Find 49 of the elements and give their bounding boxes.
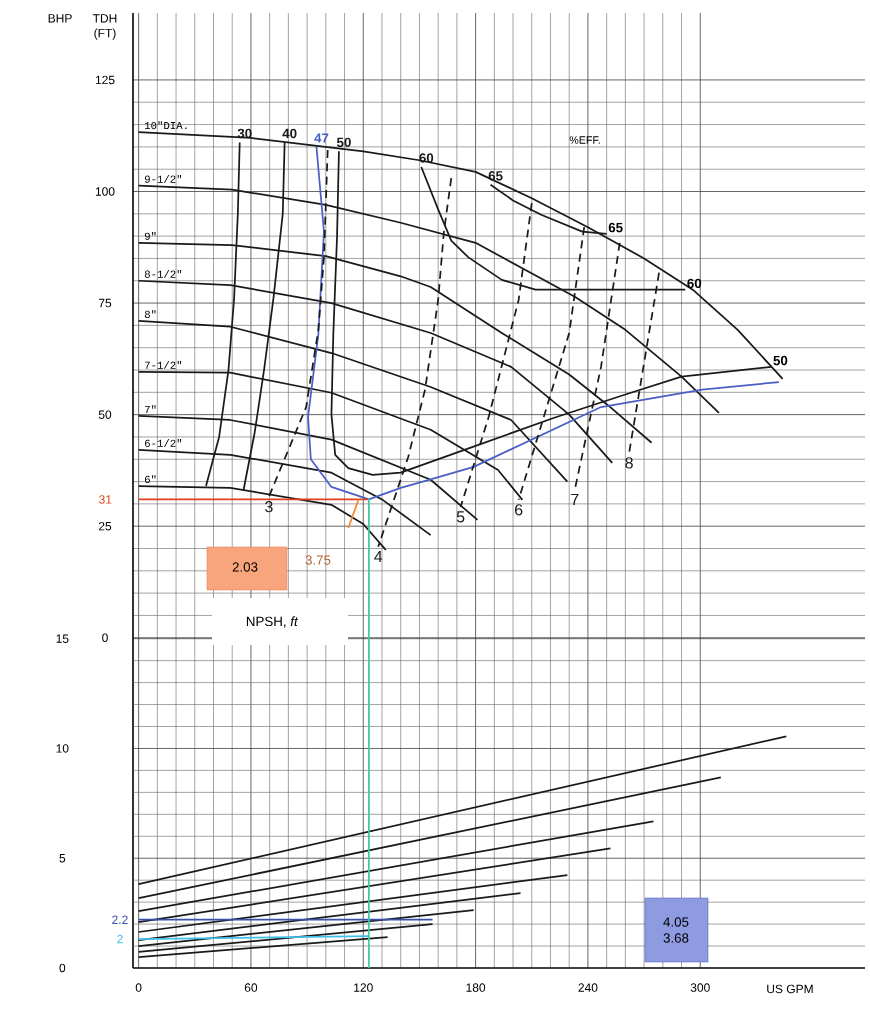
y2-tick-label: 10 [56, 744, 69, 753]
x-tick-label: 180 [466, 983, 486, 992]
series-label: 7 [571, 493, 579, 505]
series-label: 8" [144, 310, 156, 318]
x-tick-label: 300 [690, 983, 710, 992]
y-tick-label: 125 [95, 75, 115, 85]
y2-tick-label: 15 [56, 634, 69, 643]
series-label: 10"DIA. [144, 121, 187, 130]
series-label: 6-1/2" [145, 439, 182, 447]
annotation: 3.75 [305, 555, 331, 565]
annotation: 65 [608, 222, 623, 233]
series-label: 8 [625, 457, 633, 469]
annotation: NPSH, ft [246, 616, 299, 628]
annotation: 3.68 [663, 933, 689, 943]
series-label: 40 [282, 128, 297, 139]
y-tick-label: 0 [102, 633, 108, 643]
series-label: 7-1/2" [145, 361, 182, 369]
series-label: 8-1/2" [144, 269, 182, 278]
y-tick-label: 25 [98, 521, 112, 531]
series-label: 2 [117, 934, 123, 944]
series-label: 2.2 [112, 915, 128, 924]
series-label: 6" [145, 475, 156, 484]
series-label: 4 [374, 551, 383, 562]
annotation: 2.03 [232, 562, 258, 572]
annotation: 60 [687, 278, 702, 289]
y-tick-label: 50 [98, 410, 112, 419]
series-label: 9" [144, 232, 156, 240]
y-axis-title: TDH (FT) [92, 14, 117, 40]
y-tick-label: 75 [98, 298, 112, 308]
series-label: 6 [515, 504, 523, 516]
annotation: %EFF. [569, 136, 600, 144]
x-tick-label: 240 [578, 983, 598, 992]
annotation: 50 [773, 355, 788, 366]
text: 31 [99, 495, 112, 504]
series-label: 47 [314, 133, 329, 143]
x-axis-title: US GPM [767, 984, 813, 994]
y2-tick-label: 0 [59, 963, 66, 973]
series-label: 5 [456, 511, 465, 523]
x-tick-label: 0 [135, 983, 142, 992]
series-label: 3 [265, 501, 273, 513]
x-tick-label: 120 [354, 983, 373, 992]
series-label: 7" [145, 405, 156, 414]
y2-tick-label: 5 [59, 854, 66, 863]
y-tick-label: 100 [95, 187, 115, 196]
x-tick-label: 60 [244, 983, 258, 992]
series-label: 50 [336, 137, 351, 148]
y2-axis-title: BHP [48, 14, 72, 23]
series-label: 9-1/2" [144, 174, 182, 183]
annotation: 4.05 [663, 917, 689, 927]
